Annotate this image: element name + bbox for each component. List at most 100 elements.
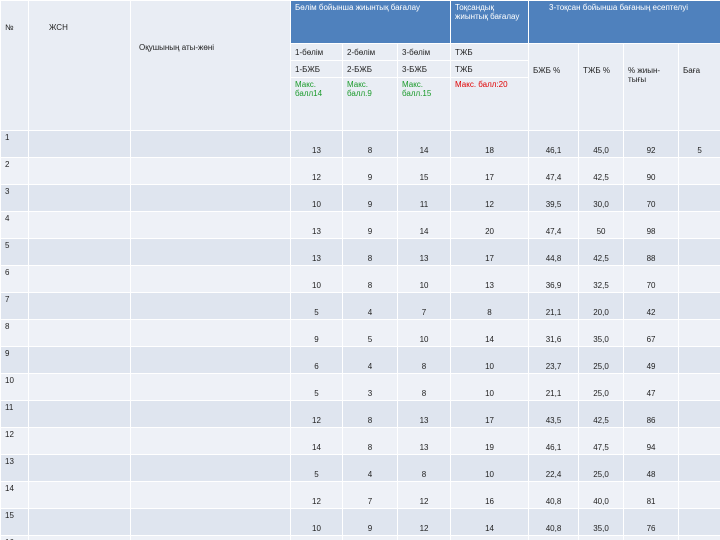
empty-cell (28, 292, 131, 320)
score-cell: 4 (342, 454, 398, 482)
score-cell: 20,0 (578, 292, 625, 320)
score-cell: 98 (623, 211, 680, 239)
score-cell (678, 184, 720, 212)
score-cell (678, 373, 720, 401)
score-cell: 8 (396, 373, 452, 401)
empty-cell (130, 346, 291, 374)
header-cell: Тоқсандық жиынтық бағалау (450, 0, 530, 44)
score-cell: 5 (290, 454, 343, 482)
score-cell: 40,8 (528, 508, 580, 536)
table-row: 8 9 5 10 14 31,6 35,0 67 (0, 319, 720, 347)
empty-cell (130, 373, 291, 401)
header-cell: ЖСН (28, 0, 131, 131)
empty-cell (28, 508, 131, 536)
score-cell: 81 (623, 481, 680, 509)
score-cell: 17 (450, 400, 530, 428)
empty-cell (130, 400, 291, 428)
score-cell (623, 535, 680, 540)
score-cell: 5 (290, 292, 343, 320)
score-cell (528, 535, 580, 540)
score-cell: 31,6 (528, 319, 580, 347)
score-cell: 13 (396, 427, 452, 455)
score-cell: 12 (290, 481, 343, 509)
score-cell (290, 535, 343, 540)
empty-cell (28, 157, 131, 185)
score-cell: 94 (623, 427, 680, 455)
header-cell: Бөлім бойынша жиынтық бағалау (289, 0, 452, 44)
row-number: 11 (0, 400, 29, 428)
score-cell (396, 535, 452, 540)
row-number: 15 (0, 508, 29, 536)
score-cell: 12 (290, 157, 343, 185)
table-row: 16 (0, 535, 720, 540)
score-cell: 12 (450, 184, 530, 212)
score-cell: 23,7 (528, 346, 580, 374)
header-cell: 1-бөлім (290, 43, 343, 61)
score-cell: 47,4 (528, 211, 580, 239)
header-cell: ТЖБ (450, 60, 530, 78)
score-cell: 76 (623, 508, 680, 536)
score-cell: 35,0 (578, 508, 625, 536)
score-cell: 25,0 (578, 346, 625, 374)
header-cell: Макс. балл14 (290, 77, 343, 131)
score-cell: 4 (342, 346, 398, 374)
empty-cell (130, 319, 291, 347)
score-cell: 12 (396, 508, 452, 536)
score-cell: 67 (623, 319, 680, 347)
score-cell: 40,0 (578, 481, 625, 509)
empty-cell (130, 238, 291, 266)
table-row: 11 12 8 13 17 43,5 42,5 86 (0, 400, 720, 428)
header-cell: 3-тоқсан бойынша бағаның есептелуі (528, 0, 720, 44)
score-cell: 8 (342, 238, 398, 266)
row-number: 10 (0, 373, 29, 401)
score-cell: 70 (623, 184, 680, 212)
score-cell (678, 508, 720, 536)
score-cell: 36,9 (528, 265, 580, 293)
row-number: 8 (0, 319, 29, 347)
score-cell (678, 319, 720, 347)
score-cell: 9 (290, 319, 343, 347)
score-cell: 12 (290, 400, 343, 428)
header-cell: Макс. балл.9 (342, 77, 398, 131)
row-number: 14 (0, 481, 29, 509)
score-cell: 35,0 (578, 319, 625, 347)
score-cell: 47,4 (528, 157, 580, 185)
header-cell: Баға (678, 43, 720, 131)
row-number: 16 (0, 535, 29, 540)
score-cell: 10 (450, 346, 530, 374)
empty-cell (28, 481, 131, 509)
table-row: 12 14 8 13 19 46,1 47,5 94 (0, 427, 720, 455)
table-row: 14 12 7 12 16 40,8 40,0 81 (0, 481, 720, 509)
score-cell: 19 (450, 427, 530, 455)
score-cell (678, 535, 720, 540)
score-cell: 49 (623, 346, 680, 374)
score-cell: 3 (342, 373, 398, 401)
row-number: 5 (0, 238, 29, 266)
score-cell: 46,1 (528, 427, 580, 455)
score-cell: 21,1 (528, 373, 580, 401)
score-cell: 21,1 (528, 292, 580, 320)
score-cell: 8 (396, 346, 452, 374)
table-row: 9 6 4 8 10 23,7 25,0 49 (0, 346, 720, 374)
score-cell: 8 (342, 130, 398, 158)
row-number: 7 (0, 292, 29, 320)
score-cell: 88 (623, 238, 680, 266)
empty-cell (130, 211, 291, 239)
header-cell: 2-бөлім (342, 43, 398, 61)
table-row: 1 13 8 14 18 46,1 45,0 92 5 (0, 130, 720, 158)
empty-cell (130, 265, 291, 293)
score-cell: 8 (342, 427, 398, 455)
score-cell: 30,0 (578, 184, 625, 212)
table-row: 7 5 4 7 8 21,1 20,0 42 (0, 292, 720, 320)
score-cell: 13 (290, 130, 343, 158)
score-cell: 14 (450, 508, 530, 536)
score-cell: 15 (396, 157, 452, 185)
table-row: 5 13 8 13 17 44,8 42,5 88 (0, 238, 720, 266)
score-cell: 42,5 (578, 157, 625, 185)
empty-cell (130, 508, 291, 536)
score-cell: 9 (342, 157, 398, 185)
score-cell: 42,5 (578, 238, 625, 266)
table-row: 13 5 4 8 10 22,4 25,0 48 (0, 454, 720, 482)
score-cell: 9 (342, 211, 398, 239)
